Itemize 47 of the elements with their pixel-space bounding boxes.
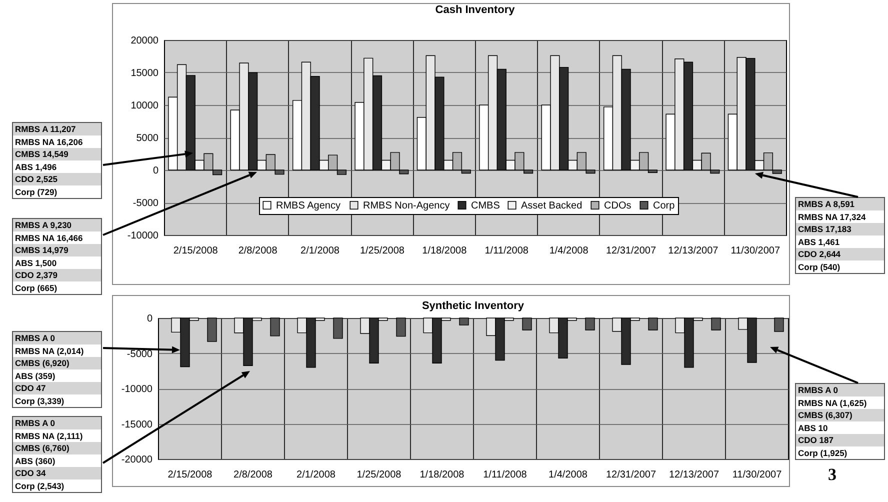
x-tick-label: 11/30/2007 bbox=[730, 246, 780, 256]
x-tick-label: 2/15/2008 bbox=[168, 470, 213, 480]
x-tick-label: 1/25/2008 bbox=[356, 470, 402, 480]
y-tick-label: 0 bbox=[146, 314, 153, 324]
text: 3 bbox=[828, 465, 836, 485]
x-tick-label: 1/11/2008 bbox=[484, 246, 529, 256]
text: RMBS A 0 RMBS NA (1,625) CMBS (6,307) ABS 10 CDO 187 Corp (1,925) bbox=[795, 383, 885, 460]
x-tick-label: 12/13/2007 bbox=[668, 246, 719, 256]
x-tick-label: 1/11/2008 bbox=[483, 470, 528, 480]
text: RMBS A 11,207 RMBS NA 16,206 CMBS 14,549 ABS 1,496 CDO 2,525 Corp (729) bbox=[12, 122, 102, 199]
text: RMBS A 0 RMBS NA (2,111) CMBS (6,760) ABS (360) CDO 34 Corp (2,543) bbox=[12, 416, 102, 493]
x-tick-label: 1/18/2008 bbox=[422, 246, 468, 256]
y-tick-label: 10000 bbox=[130, 100, 159, 112]
legend-label: Corp bbox=[653, 200, 676, 212]
x-tick-label: 1/25/2008 bbox=[360, 246, 405, 256]
x-tick-label: 12/31/2007 bbox=[606, 470, 656, 480]
x-tick-label: 2/8/2008 bbox=[238, 246, 278, 256]
x-tick-label: 12/13/2007 bbox=[668, 470, 720, 480]
legend-label: RMBS Non-Agency bbox=[363, 200, 450, 212]
x-tick-label: 1/4/2008 bbox=[549, 246, 589, 256]
y-tick-label: -5000 bbox=[132, 198, 159, 209]
text: RMBS A 9,230 RMBS NA 16,466 CMBS 14,979 ABS 1,500 CDO 2,379 Corp (665) bbox=[12, 218, 102, 295]
y-tick-label: -15000 bbox=[121, 419, 153, 430]
y-tick-label: -10000 bbox=[127, 230, 159, 242]
annotation: RMBS A 8,591 RMBS NA 17,324 CMBS 17,183 ABS 1,461 CDO 2,644 Corp (540) bbox=[795, 197, 885, 274]
y-tick-label: 15000 bbox=[130, 68, 159, 79]
legend-label: CDOs bbox=[604, 200, 632, 212]
legend-label: RMBS Agency bbox=[276, 200, 340, 212]
x-tick-label: 2/1/2008 bbox=[296, 470, 336, 480]
chart-title: Synthetic Inventory bbox=[422, 300, 525, 312]
x-tick-label: 12/31/2007 bbox=[606, 246, 656, 256]
x-tick-label: 1/4/2008 bbox=[548, 470, 588, 480]
x-tick-label: 1/18/2008 bbox=[420, 470, 465, 480]
y-tick-label: -5000 bbox=[126, 348, 153, 360]
legend-label: Asset Backed bbox=[521, 200, 582, 212]
y-tick-label: 5000 bbox=[136, 133, 159, 144]
legend-label: CMBS bbox=[471, 200, 500, 212]
y-tick-label: -20000 bbox=[121, 454, 153, 466]
x-tick-label: 2/15/2008 bbox=[173, 246, 218, 256]
x-tick-label: 2/8/2008 bbox=[234, 470, 273, 480]
x-tick-label: 11/30/2007 bbox=[732, 470, 782, 480]
y-tick-label: 0 bbox=[152, 166, 159, 176]
x-tick-label: 2/1/2008 bbox=[300, 246, 340, 256]
y-tick-label: -10000 bbox=[121, 384, 153, 395]
chart-title: Cash Inventory bbox=[435, 4, 516, 16]
text: RMBS A 0 RMBS NA (2,014) CMBS (6,920) ABS (359) CDO 47 Corp (3,339) bbox=[12, 331, 102, 408]
y-tick-label: 20000 bbox=[130, 36, 159, 46]
